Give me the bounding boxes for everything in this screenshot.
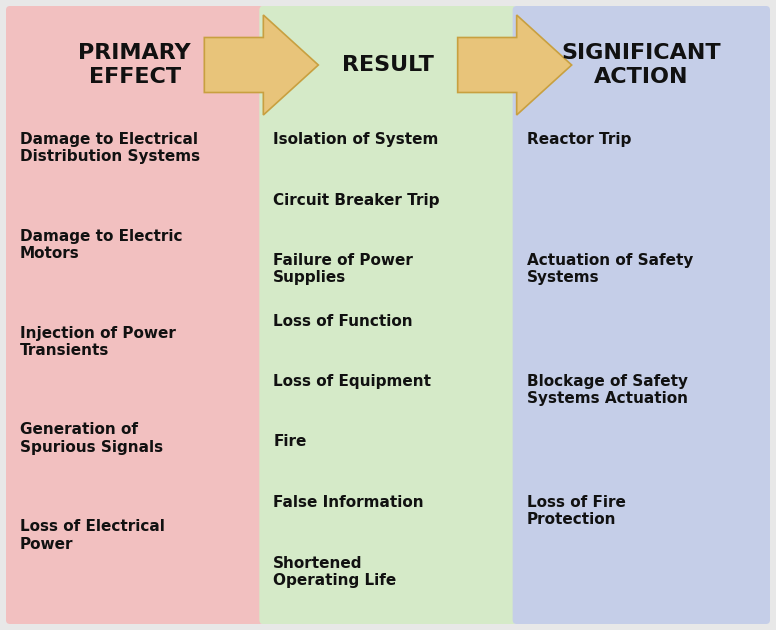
Text: Damage to Electrical
Distribution Systems: Damage to Electrical Distribution System…: [20, 132, 200, 164]
FancyBboxPatch shape: [259, 6, 517, 624]
Text: Loss of Electrical
Power: Loss of Electrical Power: [20, 519, 165, 552]
Text: Failure of Power
Supplies: Failure of Power Supplies: [273, 253, 413, 285]
Polygon shape: [204, 15, 318, 115]
Text: Loss of Equipment: Loss of Equipment: [273, 374, 431, 389]
Text: RESULT: RESULT: [342, 55, 434, 75]
Text: Fire: Fire: [273, 435, 307, 449]
Text: Circuit Breaker Trip: Circuit Breaker Trip: [273, 193, 440, 207]
Text: Loss of Fire
Protection: Loss of Fire Protection: [527, 495, 625, 527]
Text: Shortened
Operating Life: Shortened Operating Life: [273, 556, 397, 588]
Text: Blockage of Safety
Systems Actuation: Blockage of Safety Systems Actuation: [527, 374, 688, 406]
Text: Isolation of System: Isolation of System: [273, 132, 438, 147]
Text: Actuation of Safety
Systems: Actuation of Safety Systems: [527, 253, 693, 285]
Text: False Information: False Information: [273, 495, 424, 510]
Text: Generation of
Spurious Signals: Generation of Spurious Signals: [20, 422, 163, 455]
Polygon shape: [458, 15, 572, 115]
Text: Reactor Trip: Reactor Trip: [527, 132, 631, 147]
Text: Loss of Function: Loss of Function: [273, 314, 413, 328]
Text: SIGNIFICANT
ACTION: SIGNIFICANT ACTION: [562, 43, 721, 86]
Text: PRIMARY
EFFECT: PRIMARY EFFECT: [78, 43, 191, 86]
Text: Injection of Power
Transients: Injection of Power Transients: [20, 326, 176, 358]
FancyBboxPatch shape: [6, 6, 263, 624]
FancyBboxPatch shape: [513, 6, 770, 624]
Text: Damage to Electric
Motors: Damage to Electric Motors: [20, 229, 182, 261]
